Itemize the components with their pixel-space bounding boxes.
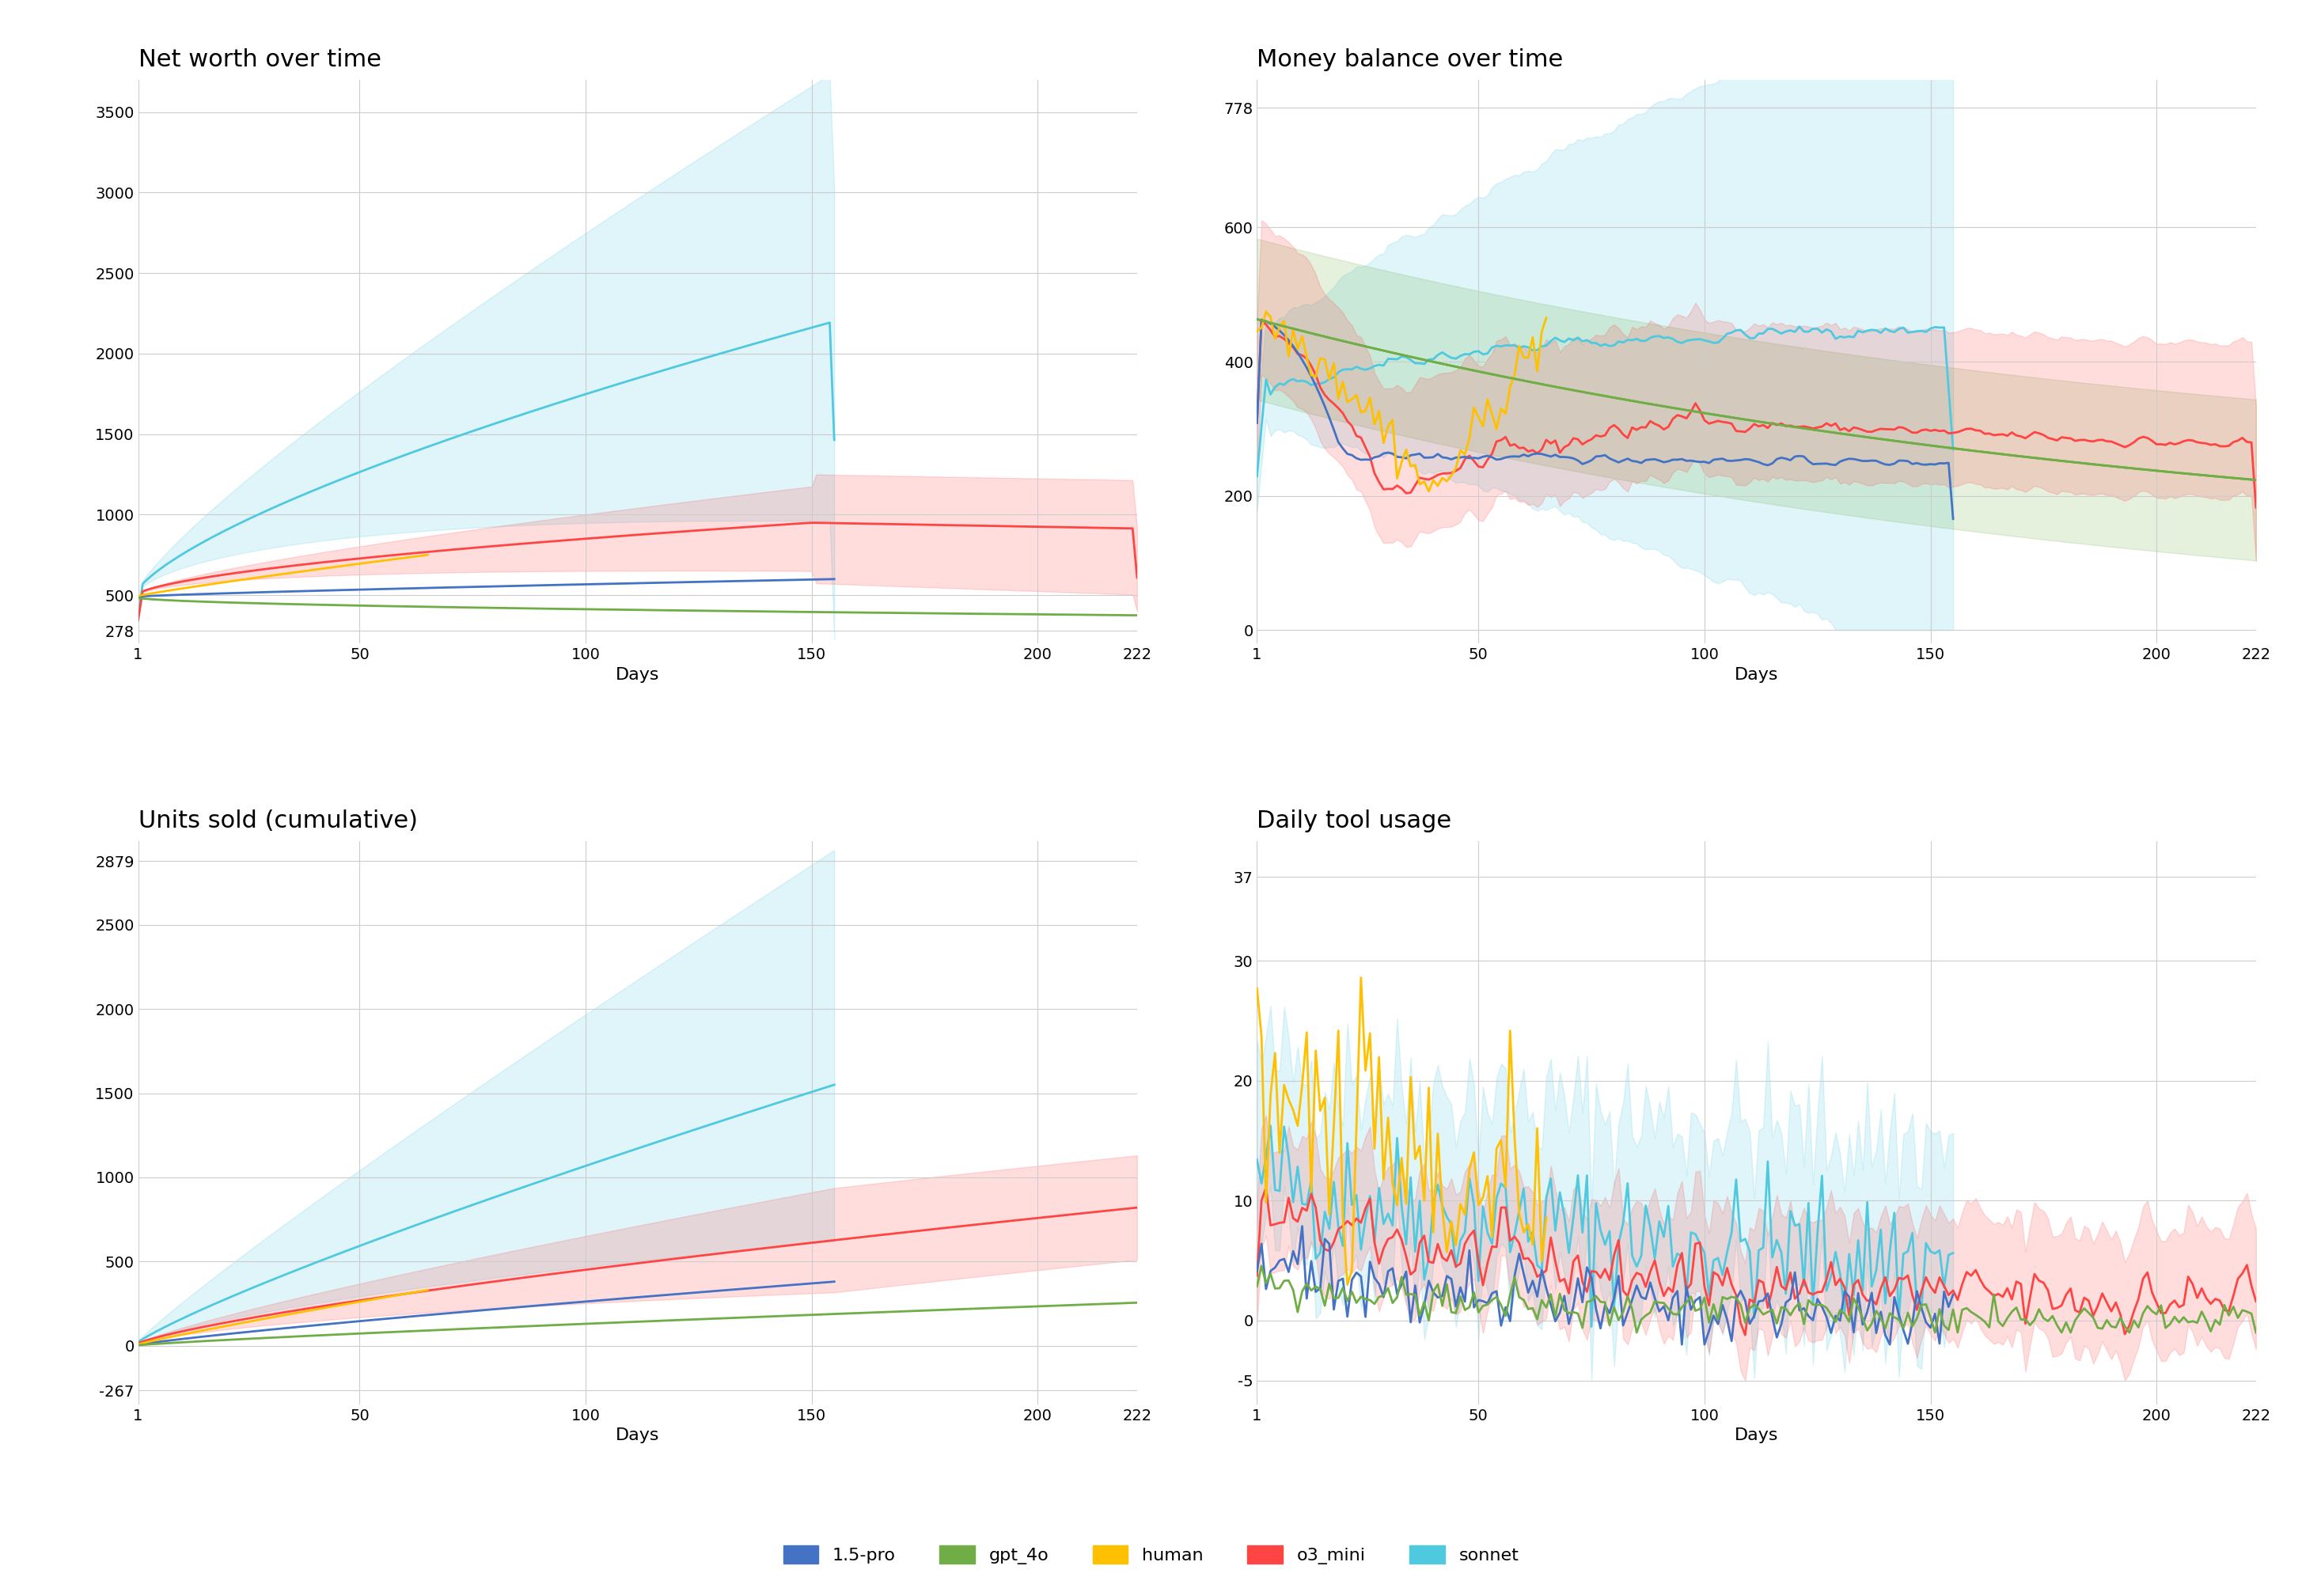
Legend: 1.5-pro, gpt_4o, human, o3_mini, sonnet: 1.5-pro, gpt_4o, human, o3_mini, sonnet <box>776 1539 1526 1570</box>
Text: Money balance over time: Money balance over time <box>1257 48 1563 72</box>
Text: Daily tool usage: Daily tool usage <box>1257 809 1453 833</box>
X-axis label: Days: Days <box>1733 1428 1779 1444</box>
X-axis label: Days: Days <box>615 1428 661 1444</box>
X-axis label: Days: Days <box>615 667 661 683</box>
X-axis label: Days: Days <box>1733 667 1779 683</box>
Text: Units sold (cumulative): Units sold (cumulative) <box>138 809 417 833</box>
Text: Net worth over time: Net worth over time <box>138 48 382 72</box>
